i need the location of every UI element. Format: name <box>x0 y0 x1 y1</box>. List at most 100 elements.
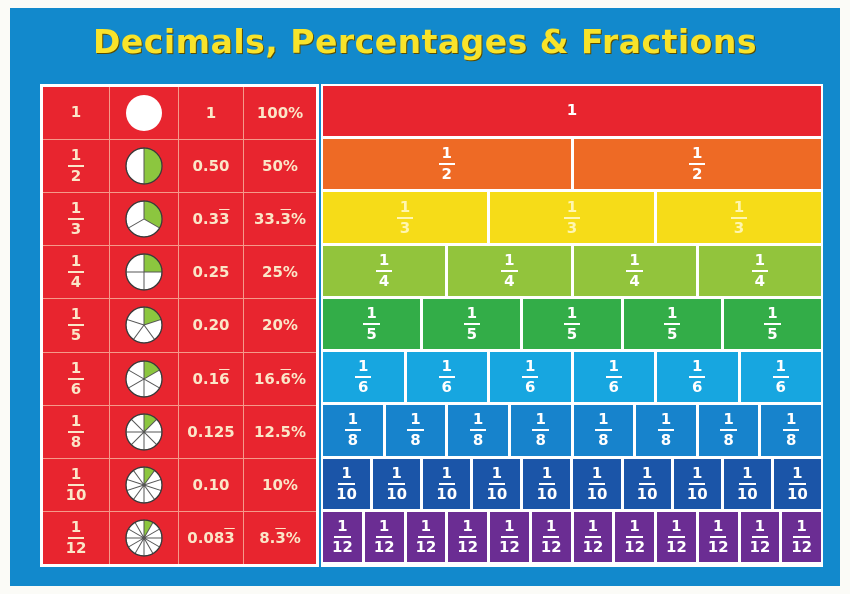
fraction: 1 12 <box>666 518 687 555</box>
denominator: 4 <box>378 271 390 290</box>
numerator: 1 <box>407 412 424 432</box>
fraction: 1 12 <box>582 518 604 556</box>
pie-cell <box>110 458 178 511</box>
value-text: 50% <box>262 157 298 176</box>
percent-cell: 33.3% <box>244 193 316 246</box>
denominator: 5 <box>466 324 478 343</box>
fraction-wall-row: 1 12 1 12 1 12 1 12 1 12 1 12 1 12 1 12 1 12 1 12 1 12 1 12 <box>323 511 821 562</box>
pie-cell <box>110 87 178 140</box>
fraction-bar: 1 10 <box>623 458 671 509</box>
value-text: 0.10 <box>192 475 230 494</box>
fraction-bar: 1 10 <box>673 458 721 509</box>
decimal-cell: 0.10 <box>179 458 243 511</box>
numerator: 1 <box>469 412 487 432</box>
pie-cell <box>110 511 178 564</box>
pie-cell <box>110 193 178 246</box>
denominator: 12 <box>540 537 562 556</box>
value-text: 0.33 <box>192 210 230 229</box>
denominator: 3 <box>733 218 745 237</box>
fraction: 1 12 <box>708 518 729 555</box>
denominator: 5 <box>566 324 578 343</box>
numerator: 1 <box>709 518 727 538</box>
fraction-cell: 1 <box>43 87 109 140</box>
value-text: 25% <box>262 263 298 282</box>
numerator: 1 <box>522 359 539 379</box>
numerator: 1 <box>459 518 476 538</box>
numerator: 1 <box>563 199 581 219</box>
denominator: 2 <box>441 165 452 184</box>
fraction: 1 12 <box>65 519 87 557</box>
fraction-bar: 1 12 <box>364 511 404 562</box>
fraction-bar: 1 10 <box>373 458 421 509</box>
fraction-bar: 1 10 <box>573 458 621 509</box>
numerator: 1 <box>588 465 606 485</box>
pie-chart-icon <box>125 253 163 291</box>
denominator: 6 <box>441 378 452 397</box>
pie-chart-icon <box>125 306 163 345</box>
percent-cell: 12.5% <box>244 405 316 458</box>
denominator: 12 <box>331 537 353 556</box>
pie-chart-icon <box>125 466 163 504</box>
denominator: 4 <box>504 271 515 290</box>
fraction-bar: 1 12 <box>531 511 571 562</box>
value-text: 0.25 <box>192 263 230 282</box>
denominator: 3 <box>566 218 578 237</box>
fraction: 1 12 <box>791 518 812 555</box>
percent-cell: 100% <box>244 87 316 140</box>
decimal-cell: 0.125 <box>179 405 243 458</box>
pie-cell <box>110 405 178 458</box>
numerator: 1 <box>417 518 435 538</box>
value-text: 12.5% <box>253 422 307 441</box>
numerator: 1 <box>663 305 681 325</box>
denominator: 8 <box>598 431 609 450</box>
numerator: 1 <box>344 412 362 432</box>
denominator: 2 <box>70 167 82 186</box>
numerator: 1 <box>70 102 82 121</box>
fraction: 1 12 <box>749 518 770 555</box>
pie-chart-icon <box>125 200 163 238</box>
numerator: 1 <box>638 465 656 485</box>
numerator: 1 <box>532 412 549 432</box>
numerator: 1 <box>689 146 706 166</box>
fraction-bar: 1 12 <box>573 511 613 562</box>
numerator: 1 <box>657 412 675 432</box>
denominator: 12 <box>65 538 87 557</box>
pie-chart-icon <box>125 413 163 451</box>
pie-chart-icon <box>125 147 163 185</box>
numerator: 1 <box>751 518 769 538</box>
percent-cell: 10% <box>244 458 316 511</box>
numerator: 1 <box>542 518 560 538</box>
percent-cell: 16.6% <box>244 352 316 405</box>
value-text: 8.3% <box>259 528 301 547</box>
denominator: 6 <box>70 379 82 398</box>
numerator: 1 <box>605 359 622 379</box>
fraction: 1 <box>68 102 84 122</box>
numerator: 1 <box>67 360 85 380</box>
denominator: 3 <box>70 220 82 239</box>
numerator: 1 <box>67 148 85 168</box>
pie-chart-icon <box>126 95 162 132</box>
denominator: 12 <box>582 537 604 556</box>
